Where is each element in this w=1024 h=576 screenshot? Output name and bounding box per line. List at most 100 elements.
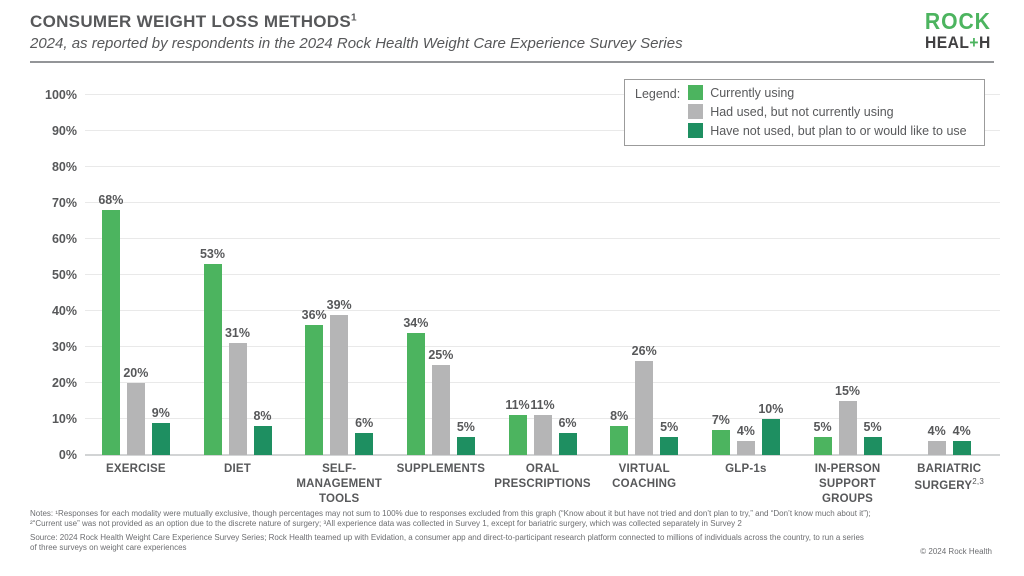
category-label-oral-prescriptions: ORAL PRESCRIPTIONS [492,462,594,507]
header-divider [30,61,994,63]
bar-value-label: 26% [631,344,657,359]
bar-value-label: 11% [530,398,555,413]
bar [253,426,272,455]
bar-value-label: 6% [558,416,577,431]
bar-value-label: 5% [660,420,679,434]
logo-h: H [979,33,992,52]
gridline-20 [85,382,1000,383]
page-subtitle: 2024, as reported by respondents in the … [30,35,683,52]
bar [431,365,450,455]
y-tick-80: 80% [51,160,77,174]
bar-value-label: 10% [758,402,784,416]
gridline-30 [85,346,1000,347]
bar-group-glp-1s: 7% 4% 10% [695,95,797,455]
bar [126,383,145,455]
category-label-line: TOOLS [318,492,360,505]
logo-word-rock: ROCK [925,8,992,34]
bar-value-label: 4% [927,423,946,438]
y-tick-90: 90% [51,124,77,138]
bar [533,415,552,455]
bar-value-label: 25% [428,348,454,362]
y-tick-10: 10% [51,412,77,426]
category-label-line: VIRTUAL [618,463,670,475]
bar-value-label: 11% [505,398,530,413]
bar-column: 5% [864,420,882,455]
bar [330,314,349,455]
y-tick-70: 70% [51,196,77,210]
category-label-supplements: SUPPLEMENTS [390,462,492,507]
y-tick-40: 40% [51,304,77,318]
bar-column: 34% [403,316,428,455]
legend-item-label: Had used, but not currently using [710,104,894,119]
bar-column: 4% [737,424,755,455]
bar [610,426,629,455]
bar-value-label: 8% [253,409,272,424]
category-label-diet: DIET [187,462,289,507]
x-axis-line [85,454,1000,456]
bar [305,325,324,455]
gridline-50 [85,274,1000,275]
y-tick-30: 30% [51,340,77,354]
bar-value-label: 8% [610,409,629,424]
gridline-80 [85,166,1000,167]
bar-value-label: 20% [123,366,149,380]
bar-column: 25% [428,348,453,455]
category-label-line: SUPPORT [819,477,877,490]
legend-swatch-icon [688,85,704,100]
category-label-line: SURGERY2,3 [914,476,984,492]
category-label-line: GLP-1s [725,463,767,475]
gridline-60 [85,238,1000,239]
bar [228,343,247,455]
category-label-virtual-coaching: VIRTUAL COACHING [593,462,695,507]
bar-column: 6% [355,416,373,455]
y-tick-100: 100% [45,88,77,102]
bar-value-label: 15% [835,384,861,398]
bar-group-in-person-support-groups: 5% 15% 5% [797,95,899,455]
bar-column: 31% [225,326,250,455]
bar [838,401,857,455]
bar-value-label: 4% [736,423,755,438]
bar [635,361,654,455]
gridline-90 [85,130,1000,131]
category-label-line: PRESCRIPTIONS [494,477,591,490]
bar-group-supplements: 34% 25% 5% [390,95,492,455]
bar-value-label: 68% [98,193,124,208]
category-label-line: COACHING [612,477,677,490]
bar-value-label: 5% [813,420,832,434]
header: CONSUMER WEIGHT LOSS METHODS1 2024, as r… [30,12,994,52]
category-label-in-person-support-groups: IN-PERSON SUPPORT GROUPS [797,462,899,507]
category-label-line: DIET [224,463,251,475]
y-tick-60: 60% [51,232,77,246]
legend-title: Legend: [635,87,681,101]
bar-column: 8% [253,409,272,455]
category-label-line: SUPPLEMENTS [396,463,486,475]
legend-item-label: Currently using [710,85,795,100]
logo-plus-icon: + [969,33,980,52]
rock-health-logo: ROCK HEAL+H [922,8,994,52]
bar-column: 5% [457,420,475,455]
bar-value-label: 9% [151,405,170,420]
legend-item-0: Currently using [688,85,966,100]
legend-swatch-icon [688,123,704,138]
category-label-superscript: 2,3 [972,476,984,486]
gridline-70 [85,202,1000,203]
bar [863,437,882,455]
category-label-self-management-tools: SELF- MANAGEMENT TOOLS [288,462,390,507]
bar [660,437,679,455]
bar-value-label: 31% [224,326,251,341]
logo-heal: HEAL [925,33,970,52]
source-line: Source: 2024 Rock Health Weight Care Exp… [30,532,864,553]
bar-group-virtual-coaching: 8% 26% 5% [593,95,695,455]
gridline-40 [85,310,1000,311]
bar-group-diet: 53% 31% 8% [187,95,289,455]
legend-item-label: Have not used, but plan to or would like… [710,123,967,138]
category-label-line: IN-PERSON [814,463,881,475]
category-label-line: SELF- [322,463,357,475]
category-label-glp-1s: GLP-1s [695,462,797,507]
gridline-100 [85,94,1000,95]
bar-value-label: 53% [199,247,226,262]
bar-column: 53% [200,247,225,455]
page-title-text: CONSUMER WEIGHT LOSS METHODS [30,12,352,31]
bar-value-label: 7% [711,412,730,427]
